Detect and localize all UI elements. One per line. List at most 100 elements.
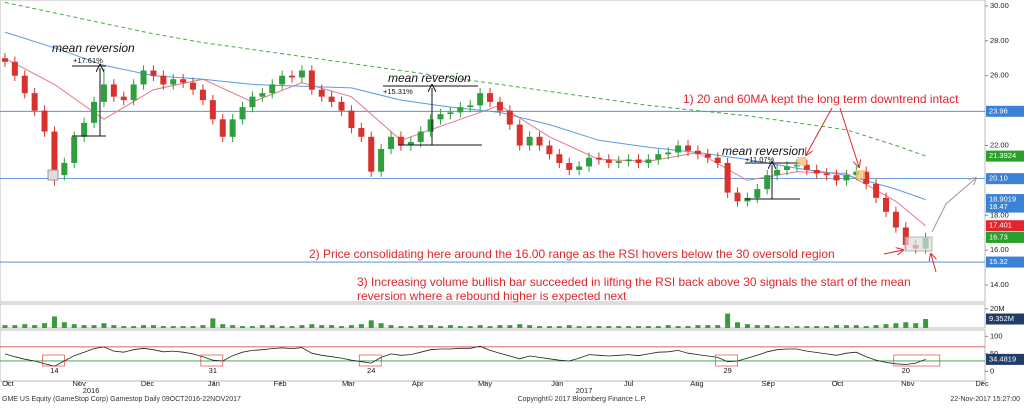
- candle-body: [407, 142, 414, 146]
- candle-body: [526, 136, 533, 146]
- candle-body: [892, 211, 899, 228]
- rsi-low-box: [893, 354, 941, 367]
- candle-body: [556, 154, 563, 163]
- volume-bar: [893, 323, 899, 328]
- volume-bar: [457, 326, 463, 328]
- volume-bar: [645, 326, 651, 328]
- value-tag: [986, 353, 1024, 365]
- candle-body: [388, 136, 395, 149]
- candle-body: [269, 84, 276, 94]
- volume-bar: [131, 326, 137, 328]
- volume-bar: [279, 326, 285, 328]
- volume-bar: [665, 325, 671, 328]
- candle-body: [199, 89, 206, 101]
- candle-body: [744, 197, 751, 202]
- candle-body: [259, 93, 266, 97]
- candle-body: [348, 110, 355, 129]
- value-tag-label: 18.9019: [989, 195, 1016, 204]
- volume-bar: [348, 325, 354, 328]
- value-tag: [986, 173, 1024, 185]
- x-tick-label: May: [478, 379, 492, 388]
- x-tick-label: Feb: [274, 379, 287, 388]
- annotation: +11.07%: [745, 155, 775, 164]
- volume-bar: [309, 324, 315, 328]
- volume-bar: [150, 325, 156, 328]
- volume-bar: [447, 325, 453, 328]
- candle-body: [1, 58, 8, 62]
- candle-body: [130, 84, 137, 101]
- candle-body: [516, 124, 523, 146]
- candle-body: [338, 101, 345, 111]
- volume-bar: [497, 325, 503, 328]
- volume-bar: [32, 325, 38, 328]
- volume-bar: [616, 326, 622, 328]
- footer: 22-Nov-2017 15:27:00: [950, 396, 1020, 403]
- candle-body: [754, 189, 761, 198]
- volume-bar: [655, 326, 661, 328]
- candle-body: [536, 136, 543, 146]
- volume-bar: [249, 326, 255, 328]
- year-label: 2016: [83, 386, 100, 395]
- x-tick-label: Mar: [342, 379, 355, 388]
- moving-average: [4, 1, 926, 157]
- volume-bar: [368, 320, 374, 328]
- rsi-low-box: [200, 354, 224, 367]
- candle-body: [447, 112, 454, 115]
- candle-body: [823, 173, 830, 176]
- x-tick-label: Oct: [832, 379, 845, 388]
- candle-body: [843, 175, 850, 181]
- candle-body: [487, 93, 494, 102]
- candle-body: [239, 107, 246, 120]
- candle-body: [595, 157, 602, 160]
- candle-body: [625, 159, 632, 162]
- candle-body: [694, 150, 701, 155]
- volume-bar: [51, 316, 57, 328]
- volume-bar: [190, 326, 196, 328]
- candle-body: [863, 171, 870, 184]
- candle-body: [675, 145, 682, 153]
- rsi-low-label: 24: [367, 366, 375, 375]
- candle-body: [368, 136, 375, 172]
- volume-bar: [230, 325, 236, 328]
- volume-bar: [477, 325, 483, 328]
- candle-body: [635, 159, 642, 163]
- plot: Oct Nov Dec Jan Feb Mar Apr May Jun Jul Aug Sep Oct N…: [0, 1, 1024, 395]
- candle-body: [190, 82, 197, 90]
- x-tick-label: Nov: [73, 379, 87, 388]
- x-tick-label: Apr: [412, 379, 424, 388]
- volume-bar: [596, 326, 602, 328]
- volume-bar: [259, 325, 265, 328]
- x-tick-label: Dec: [141, 379, 155, 388]
- candle-body: [81, 122, 88, 137]
- candle-body: [506, 110, 513, 125]
- y-tick-label: 30.00: [990, 1, 1009, 10]
- volume-panel: [0, 303, 986, 329]
- x-tick-label: Oct: [2, 379, 15, 388]
- y-tick-label: 20M: [990, 304, 1005, 313]
- volume-bar: [695, 325, 701, 328]
- value-tag-label: 18.47: [989, 202, 1008, 211]
- rsi-low-box: [42, 354, 65, 367]
- highlight: [47, 169, 59, 181]
- volume-bar: [428, 325, 434, 328]
- volume-bar: [744, 324, 750, 328]
- x-tick-label: Jul: [624, 379, 634, 388]
- annotation: mean reversion: [722, 144, 805, 158]
- candle-body: [605, 159, 612, 163]
- annotation: 2) Price consolidating here around the 1…: [309, 247, 835, 261]
- candle-body: [793, 164, 800, 167]
- moving-average: [4, 57, 926, 227]
- volume-bar: [576, 326, 582, 328]
- candle-body: [665, 152, 672, 155]
- volume-bar: [438, 326, 444, 328]
- candle-body: [91, 101, 98, 123]
- candle-body: [318, 89, 325, 97]
- arrow: [883, 250, 903, 254]
- candle-body: [180, 79, 187, 83]
- rsi-low-box: [715, 354, 738, 367]
- value-tag: [986, 256, 1024, 268]
- value-tag: [986, 194, 1024, 206]
- arrow: [931, 254, 936, 273]
- volume-bar: [111, 325, 117, 328]
- volume-bar: [626, 326, 632, 328]
